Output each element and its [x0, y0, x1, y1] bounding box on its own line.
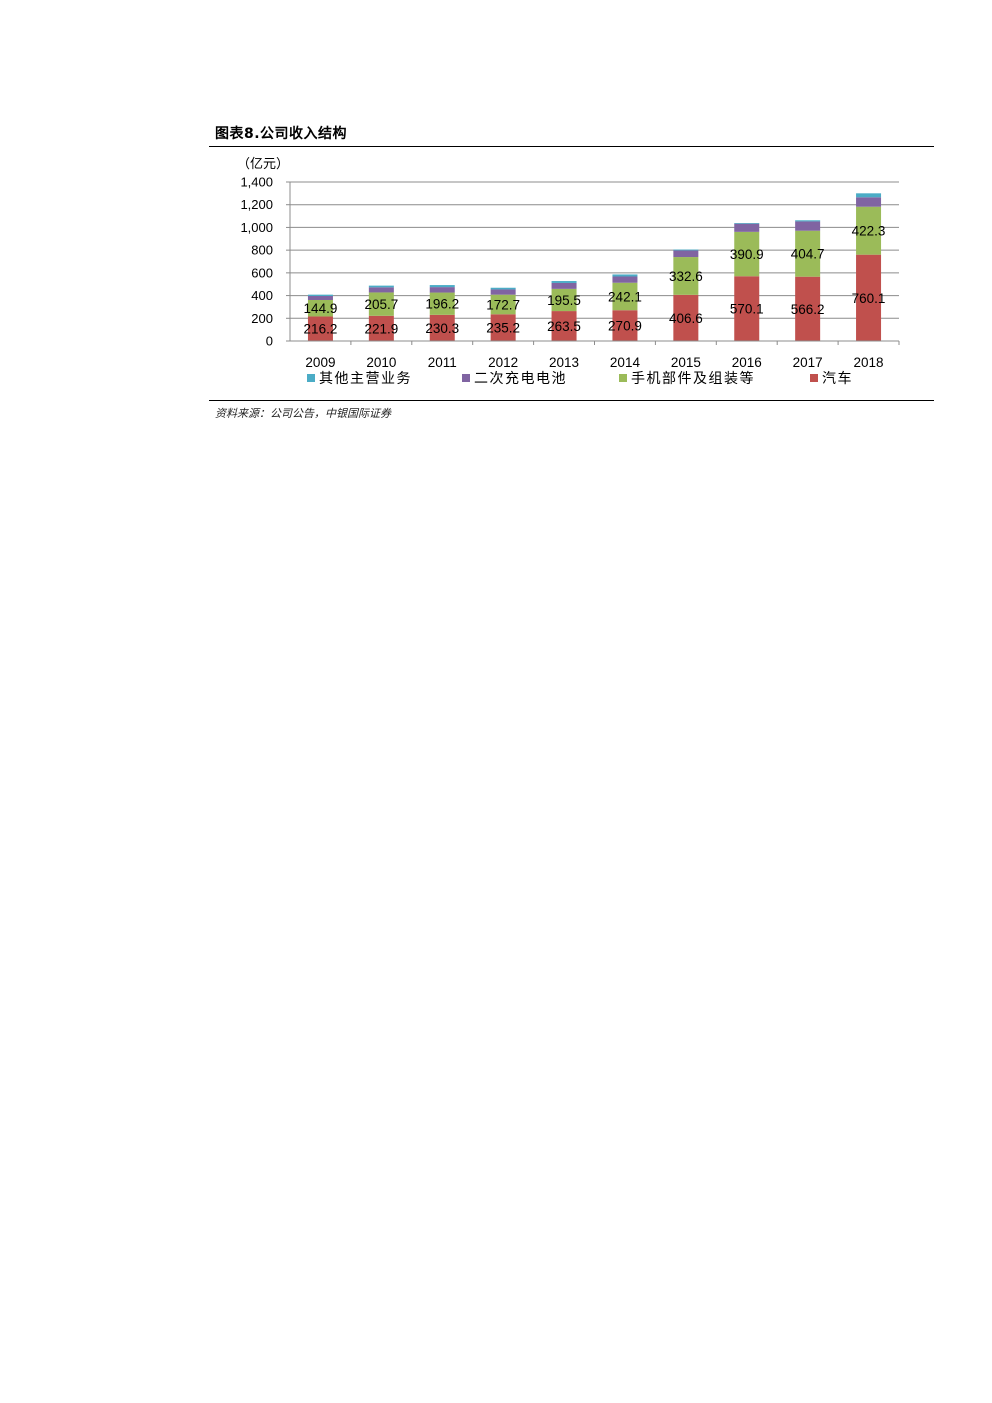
bar-segment: [734, 222, 760, 224]
bar-segment: [551, 311, 577, 341]
x-tick-label: 2015: [671, 355, 701, 370]
data-label: 404.7: [791, 247, 825, 262]
x-tick-label: 2009: [305, 355, 335, 370]
bar-segment: [734, 223, 760, 232]
data-label: 406.6: [669, 311, 703, 326]
figure-title: 图表8.公司收入结构: [215, 126, 348, 142]
y-tick-label: 600: [251, 265, 273, 280]
legend-label: 二次充电电池: [474, 370, 567, 386]
data-label: 235.2: [486, 321, 520, 336]
legend: 其他主营业务 二次充电电池 手机部件及组装等 汽车: [307, 370, 853, 386]
x-tick-label: 2014: [610, 355, 641, 370]
y-unit-label: （亿元）: [237, 156, 289, 171]
y-tick-label: 1,400: [240, 175, 273, 190]
y-axis: 0 200 400 600 800 1,000 1,200 1,400: [240, 175, 291, 349]
legend-label: 手机部件及组装等: [631, 370, 755, 386]
data-label: 196.2: [425, 297, 459, 312]
x-tick-label: 2017: [793, 355, 823, 370]
bar-segment: [795, 230, 821, 277]
x-tick-label: 2013: [549, 355, 579, 370]
bar-segment: [856, 254, 882, 341]
bar-segment: [795, 221, 821, 231]
bar-segment: [612, 274, 638, 277]
bar-segment: [795, 276, 821, 341]
bar-segment: [734, 231, 760, 277]
bar-segment: [368, 285, 394, 288]
bar-segment: [307, 299, 333, 317]
bar-segment: [490, 289, 516, 295]
y-tick-label: 800: [251, 243, 273, 258]
bar-segment: [307, 296, 333, 300]
data-label: 172.7: [486, 297, 520, 312]
bar-segment: [734, 276, 760, 341]
bar-segment: [368, 292, 394, 316]
bar-segment: [307, 316, 333, 341]
data-label: 566.2: [791, 302, 825, 317]
bar-segment: [551, 282, 577, 289]
y-tick-label: 200: [251, 311, 273, 326]
bar-segment: [429, 314, 455, 341]
data-label: 263.5: [547, 319, 581, 334]
bar-segment: [673, 249, 699, 251]
data-label: 422.3: [852, 224, 886, 239]
x-tick-label: 2010: [366, 355, 396, 370]
bar-segment: [856, 193, 882, 198]
bar-segment: [490, 314, 516, 341]
top-rule: [209, 146, 934, 147]
bar-segment: [673, 250, 699, 258]
source-note: 资料来源：公司公告，中银国际证券: [215, 407, 391, 420]
y-tick-label: 1,000: [240, 220, 273, 235]
bar-segment: [856, 197, 882, 207]
bar-segment: [490, 287, 516, 290]
legend-swatch: [307, 374, 315, 382]
bar-segment: [612, 276, 638, 283]
bar-segment: [429, 292, 455, 315]
bottom-rule: [209, 400, 934, 401]
y-tick-label: 1,200: [240, 197, 273, 212]
bar-segment: [307, 294, 333, 297]
bar-segment: [551, 288, 577, 312]
data-label: 230.3: [425, 321, 459, 336]
bars: [307, 193, 882, 341]
data-label: 205.7: [364, 297, 398, 312]
data-label: 144.9: [304, 301, 338, 316]
data-label: 390.9: [730, 247, 764, 262]
data-labels: 216.2 144.9 221.9 205.7 230.3 196.2 235.2 172.7…: [304, 224, 886, 337]
legend-swatch: [619, 374, 627, 382]
data-label: 221.9: [364, 321, 398, 336]
bar-segment: [490, 294, 516, 315]
x-tick-label: 2011: [428, 355, 457, 370]
bar-segment: [551, 281, 577, 283]
data-label: 332.6: [669, 269, 703, 284]
data-label: 242.1: [608, 289, 642, 304]
bar-segment: [856, 206, 882, 255]
bar-segment: [673, 294, 699, 341]
data-label: 570.1: [730, 302, 764, 317]
bar-segment: [673, 257, 699, 295]
bar-segment: [429, 287, 455, 293]
x-tick-label: 2016: [732, 355, 762, 370]
data-label: 760.1: [852, 291, 886, 306]
y-tick-label: 400: [251, 288, 273, 303]
x-axis: 2009 2010 2011 2012 2013 2014 2015 2016 2017 2018: [290, 340, 900, 370]
legend-label: 汽车: [822, 370, 853, 386]
x-tick-label: 2018: [854, 355, 884, 370]
bar-segment: [795, 220, 821, 222]
data-label: 216.2: [304, 322, 338, 337]
stacked-bar-chart: （亿元） 0 200 400 600 800 1,000 1,200 1,400 216.2 1…: [237, 156, 900, 386]
legend-swatch: [462, 374, 470, 382]
data-label: 195.5: [547, 293, 581, 308]
legend-swatch: [810, 374, 818, 382]
legend-label: 其他主营业务: [319, 370, 412, 386]
bar-segment: [368, 287, 394, 293]
x-tick-label: 2012: [488, 355, 518, 370]
bar-segment: [612, 282, 638, 311]
bar-segment: [429, 285, 455, 288]
bar-segment: [368, 315, 394, 341]
bar-segment: [612, 310, 638, 341]
data-label: 270.9: [608, 319, 642, 334]
y-tick-label: 0: [266, 334, 273, 349]
